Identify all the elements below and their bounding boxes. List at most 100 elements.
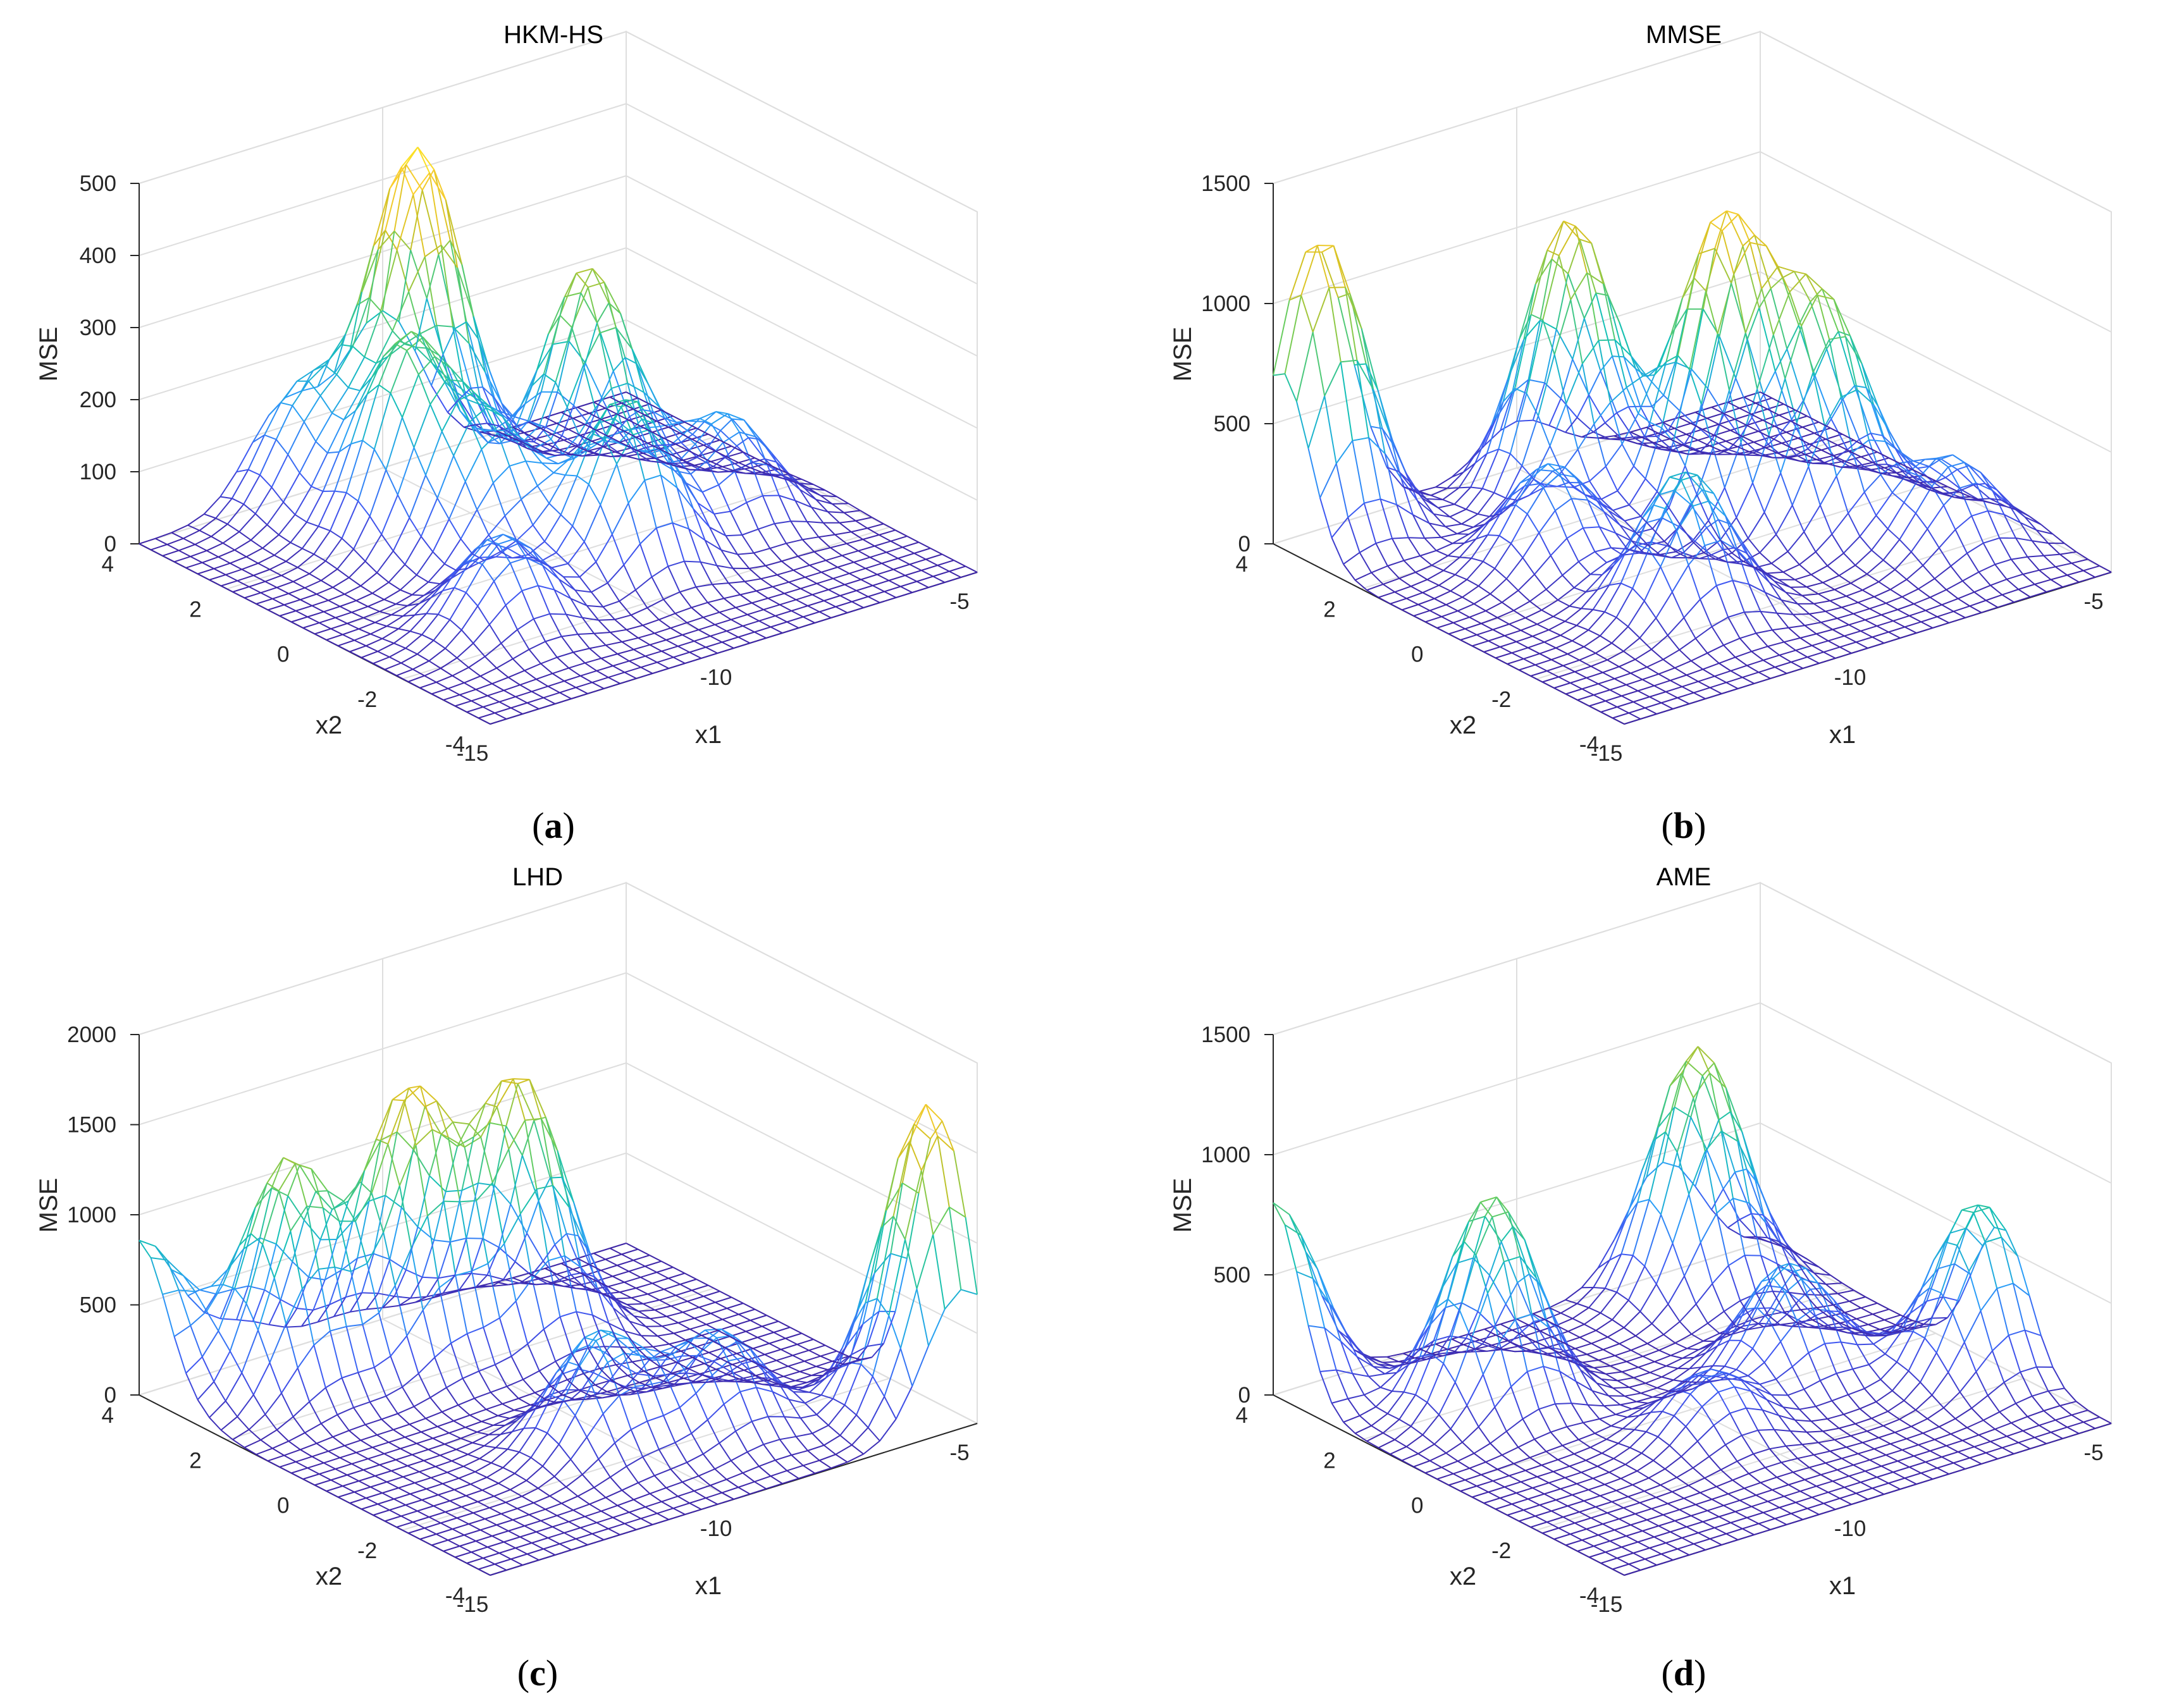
mesh-segment (1569, 605, 1582, 610)
mesh-segment (884, 586, 901, 593)
mesh-segment (1861, 363, 1874, 405)
mesh-segment (232, 1428, 250, 1441)
mesh-segment (431, 362, 449, 379)
mesh-segment (1570, 299, 1583, 364)
mesh-segment (663, 1284, 681, 1290)
mesh-segment (464, 481, 478, 510)
mesh-segment (1481, 617, 1498, 624)
mesh-segment (799, 1365, 817, 1372)
mesh-segment (531, 685, 548, 692)
mesh-segment (1966, 553, 1980, 573)
mesh-segment (603, 600, 620, 608)
mesh-segment (1817, 295, 1830, 340)
mesh-segment (663, 591, 681, 600)
mesh-segment (1833, 298, 1846, 337)
mesh-segment (2017, 510, 2030, 517)
mesh-segment (482, 386, 495, 398)
mesh-segment (320, 1423, 333, 1437)
mesh-segment (652, 668, 669, 674)
mesh-segment (453, 421, 471, 457)
mesh-segment (895, 529, 908, 537)
mesh-segment (1581, 688, 1595, 696)
mesh-segment (467, 560, 484, 569)
mesh-segment (646, 607, 660, 620)
mesh-segment (1790, 421, 1803, 428)
mesh-segment (330, 530, 343, 539)
mesh-segment (1890, 589, 1903, 598)
mesh-segment (1553, 687, 1566, 695)
mesh-segment (367, 1458, 380, 1466)
mesh-segment (1513, 610, 1526, 618)
mesh-segment (1468, 527, 1481, 535)
mesh-segment (1527, 647, 1540, 654)
mesh-segment (2050, 579, 2063, 588)
mesh-segment (1749, 242, 1767, 247)
mesh-segment (1355, 572, 1372, 581)
mesh-segment (1780, 422, 1798, 474)
mesh-segment (1583, 526, 1600, 529)
mesh-segment (269, 1324, 286, 1328)
mesh-segment (529, 1508, 546, 1516)
mesh-segment (301, 525, 319, 549)
mesh-segment (1614, 672, 1631, 680)
mesh-segment (271, 486, 284, 503)
mesh-segment (1777, 448, 1794, 454)
mesh-segment (819, 606, 836, 613)
mesh-segment (727, 1369, 744, 1375)
mesh-segment (1912, 469, 1925, 476)
mesh-segment (527, 1553, 540, 1561)
mesh-segment (1530, 675, 1543, 683)
mesh-segment (1478, 568, 1496, 587)
mesh-segment (1761, 455, 1773, 458)
mesh-segment (1869, 602, 1887, 610)
mesh-segment (264, 434, 277, 440)
mesh-segment (468, 343, 486, 373)
mesh-segment (448, 519, 462, 539)
mesh-segment (327, 451, 340, 454)
mesh-segment (615, 1361, 632, 1366)
mesh-segment (822, 522, 836, 536)
mesh-segment (1368, 437, 1386, 455)
mesh-segment (1758, 288, 1772, 309)
mesh-segment (1767, 572, 1779, 581)
mesh-segment (232, 591, 245, 599)
mesh-segment (682, 459, 695, 466)
z-tick-label: 400 (80, 243, 116, 268)
mesh-segment (315, 441, 328, 454)
mesh-segment (1730, 670, 1743, 679)
mesh-segment (705, 641, 722, 648)
mesh-segment (609, 403, 622, 408)
mesh-segment (524, 670, 537, 680)
mesh-segment (383, 343, 396, 357)
mesh-segment (573, 648, 590, 653)
mesh-segment (657, 448, 676, 471)
mesh-segment (709, 526, 726, 537)
mesh-segment (681, 477, 694, 510)
mesh-segment (1996, 489, 2009, 505)
mesh-segment (827, 511, 840, 524)
mesh-segment (644, 480, 657, 529)
mesh-segment (1595, 653, 1608, 661)
mesh-segment (449, 240, 463, 265)
mesh-segment (494, 712, 507, 720)
mesh-segment (178, 1289, 195, 1293)
mesh-segment (564, 1255, 581, 1268)
mesh-segment (220, 496, 232, 500)
mesh-segment (1658, 673, 1671, 681)
mesh-segment (751, 1416, 768, 1422)
mesh-segment (1809, 443, 1822, 451)
mesh-segment (1307, 395, 1326, 449)
mesh-segment (443, 380, 461, 412)
mesh-segment (1718, 419, 1736, 425)
mesh-segment (484, 642, 502, 658)
mesh-segment (366, 638, 383, 647)
mesh-segment (278, 514, 296, 536)
mesh-segment (491, 1148, 510, 1183)
mesh-segment (249, 581, 266, 587)
mesh-segment (885, 551, 899, 559)
mesh-segment (851, 596, 868, 603)
mesh-segment (1628, 478, 1646, 506)
mesh-segment (879, 1418, 897, 1442)
mesh-segment (1632, 436, 1645, 438)
mesh-segment (1472, 640, 1489, 647)
